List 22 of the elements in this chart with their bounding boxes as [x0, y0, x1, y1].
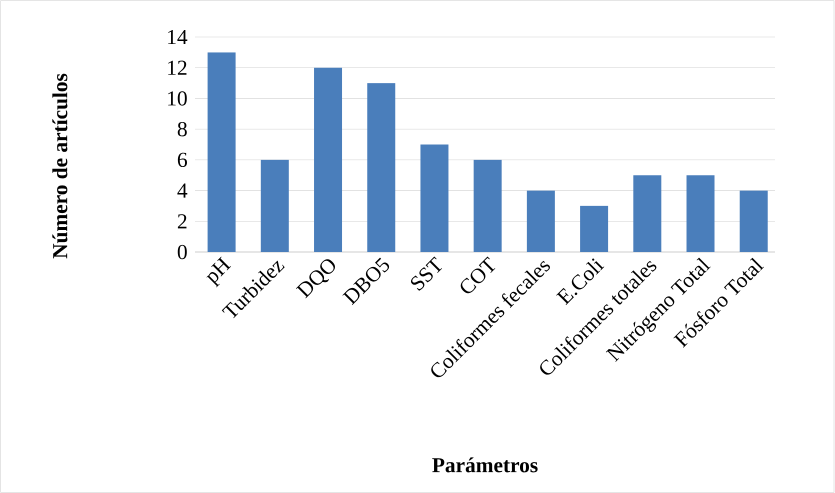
y-tick-label: 10 — [168, 91, 187, 106]
y-tick-label: 0 — [178, 244, 187, 260]
y-tick-label: 6 — [178, 152, 187, 168]
y-tick-label: 2 — [178, 214, 186, 228]
x-tick-label: SST — [410, 256, 442, 291]
bar — [686, 175, 715, 252]
x-axis-title: Parámetros — [432, 457, 538, 472]
bar — [633, 175, 662, 252]
y-tick-label: 14 — [168, 30, 188, 44]
y-axis-title: Número de artículos — [52, 74, 68, 258]
bar — [740, 190, 768, 252]
bar — [260, 160, 289, 252]
y-tick-label: 12 — [168, 60, 186, 75]
bar — [526, 190, 555, 252]
bar — [208, 52, 236, 252]
y-tick-label: 4 — [177, 184, 188, 198]
bar — [367, 83, 396, 252]
bar — [420, 144, 448, 252]
bar — [474, 160, 502, 252]
bar — [314, 68, 342, 252]
bar — [580, 206, 608, 252]
y-tick-label: 8 — [178, 122, 187, 136]
